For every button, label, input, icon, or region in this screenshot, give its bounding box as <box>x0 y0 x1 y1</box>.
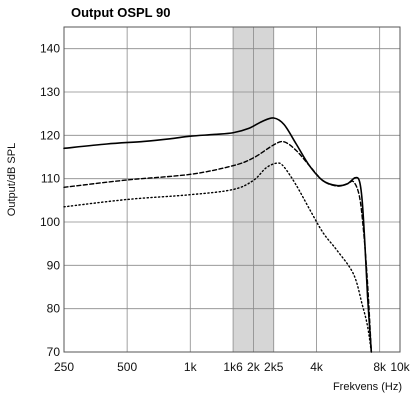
y-tick-label: 110 <box>41 172 60 186</box>
y-tick-label: 130 <box>40 85 60 99</box>
series-line-dashed <box>63 140 373 353</box>
y-tick-label: 120 <box>40 128 60 142</box>
x-tick-label: 1k6 <box>223 360 243 374</box>
x-tick-label: 250 <box>54 360 74 374</box>
x-tick-label: 10k <box>390 360 410 374</box>
y-tick-label: 80 <box>47 302 61 316</box>
y-tick-labels: 70 80 90 100 110 120 130 140 <box>40 42 60 359</box>
series-line-dotted <box>63 162 373 353</box>
x-tick-label: 8k <box>373 360 387 374</box>
chart-title: Output OSPL 90 <box>71 5 171 20</box>
y-tick-label: 70 <box>47 345 61 359</box>
x-tick-label: 2k <box>247 360 261 374</box>
y-axis-label: Output/dB SPL <box>6 143 18 216</box>
x-tick-label: 4k <box>310 360 324 374</box>
x-tick-labels: 250 500 1k 1k6 2k 2k5 4k 8k 10k <box>54 360 411 374</box>
series-layer <box>63 117 373 353</box>
x-tick-label: 500 <box>117 360 137 374</box>
y-tick-label: 140 <box>40 42 60 56</box>
y-tick-label: 90 <box>47 258 61 272</box>
y-tick-label: 100 <box>40 215 60 229</box>
series-line-solid <box>63 117 373 353</box>
x-axis-label: Frekvens (Hz) <box>333 381 402 393</box>
x-tick-label: 2k5 <box>264 360 284 374</box>
plot-border <box>63 26 401 353</box>
x-tick-label: 1k <box>184 360 198 374</box>
